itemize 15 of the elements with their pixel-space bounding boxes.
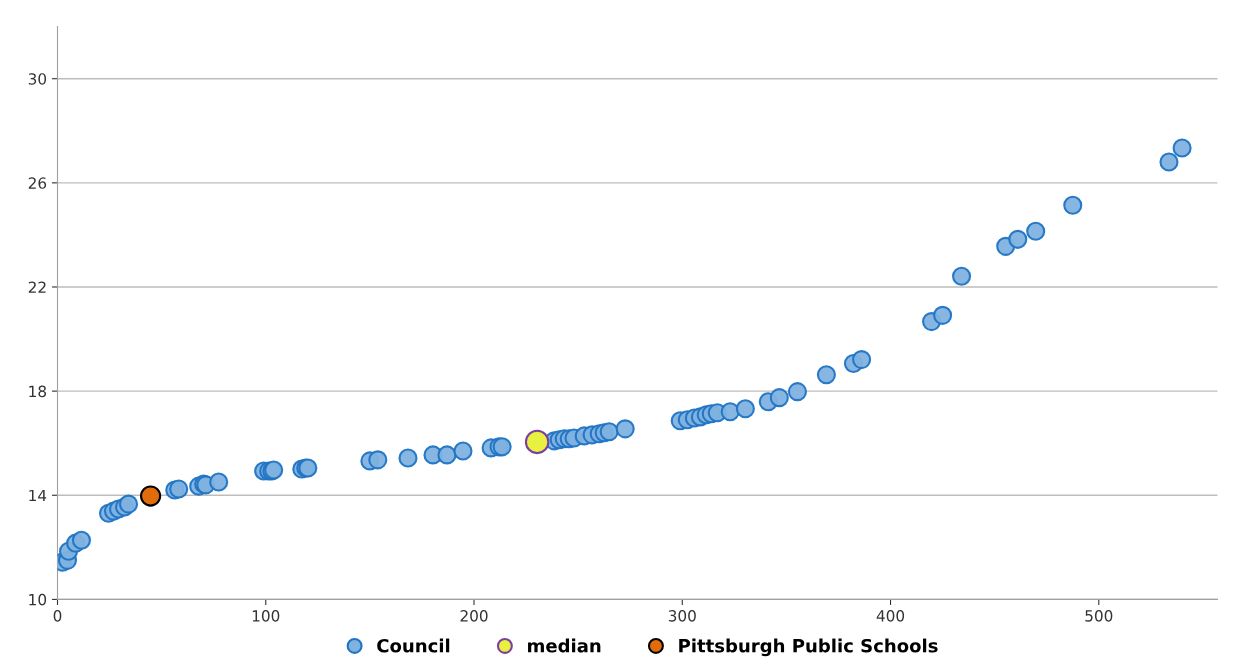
x-tick-label: 400	[876, 610, 905, 622]
y-tick-label: 18	[29, 385, 47, 398]
y-tick-label: 14	[29, 489, 47, 502]
legend-label: median	[528, 638, 601, 653]
y-tick-label: 26	[28, 177, 47, 189]
x-tick-label: 500	[1085, 610, 1113, 622]
x-tick-label: 300	[668, 610, 696, 622]
y-tick-label: 10	[29, 593, 47, 606]
x-tick-label: 0	[53, 610, 62, 622]
y-tick-label: 30	[28, 73, 47, 85]
legend-label: Council	[377, 638, 450, 653]
legend-label: Pittsburgh Public Schools	[679, 638, 938, 657]
x-tick-label: 100	[252, 610, 280, 622]
x-tick-label: 200	[460, 610, 488, 622]
y-tick-label: 22	[28, 281, 46, 293]
